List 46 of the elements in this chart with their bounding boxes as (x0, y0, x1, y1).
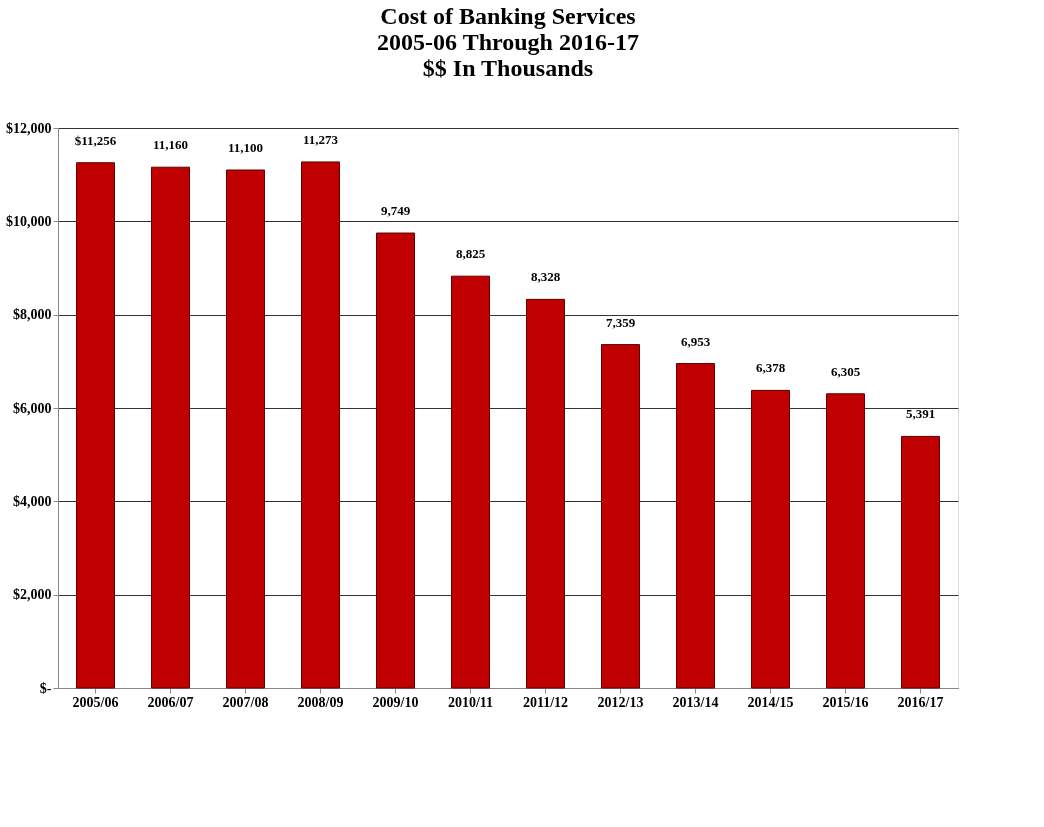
y-tick-label: $4,000 (13, 493, 52, 509)
data-label: 11,100 (227, 140, 264, 155)
bar (151, 166, 190, 689)
y-tick-label: $10,000 (6, 213, 52, 229)
data-label: 7,359 (605, 314, 636, 330)
data-label: 8,825 (455, 246, 486, 262)
data-label: 8,328 (530, 269, 561, 285)
x-tick-label: 2014/15 (747, 694, 794, 710)
y-tick-label: $8,000 (13, 307, 52, 323)
bar (676, 363, 715, 689)
data-label: 6,953 (680, 333, 711, 349)
y-tick-label: $6,000 (13, 400, 52, 416)
x-tick-label: 2005/06 (72, 694, 119, 710)
y-tick-label: $- (39, 680, 52, 696)
x-tick-label: 2011/12 (522, 694, 569, 710)
x-tick-label: 2012/13 (597, 694, 644, 710)
y-tick-label: $2,000 (13, 587, 52, 603)
x-tick-label: 2010/11 (447, 694, 494, 710)
text: 2005-06 Through 2016-17 (377, 29, 639, 55)
data-label: 11,273 (302, 131, 339, 147)
data-label: 9,749 (380, 203, 411, 219)
data-label: 6,305 (830, 363, 861, 379)
bar (751, 389, 790, 689)
data-label: 11,160 (152, 137, 189, 153)
text: $$ In Thousands (422, 55, 594, 81)
x-tick-label: 2015/16 (822, 694, 869, 710)
bar (76, 162, 115, 689)
data-label: $11,256 (74, 132, 117, 148)
text: Cost of Banking Services (380, 3, 636, 29)
x-tick-label: 2008/09 (297, 694, 344, 710)
bar (226, 169, 265, 689)
bar (826, 393, 865, 689)
data-label: 5,391 (905, 406, 936, 422)
bar (376, 232, 415, 689)
bar (601, 344, 640, 689)
bar (301, 161, 340, 689)
bar (901, 435, 940, 689)
data-label: 6,378 (755, 360, 786, 376)
y-tick-label: $12,000 (6, 120, 52, 136)
x-tick-label: 2016/17 (897, 694, 944, 710)
x-tick-label: 2007/08 (222, 694, 269, 710)
x-tick-label: 2006/07 (147, 694, 194, 710)
x-tick-label: 2009/10 (372, 694, 419, 710)
bar (451, 275, 490, 689)
bar (526, 298, 565, 689)
x-tick-label: 2013/14 (672, 694, 719, 710)
